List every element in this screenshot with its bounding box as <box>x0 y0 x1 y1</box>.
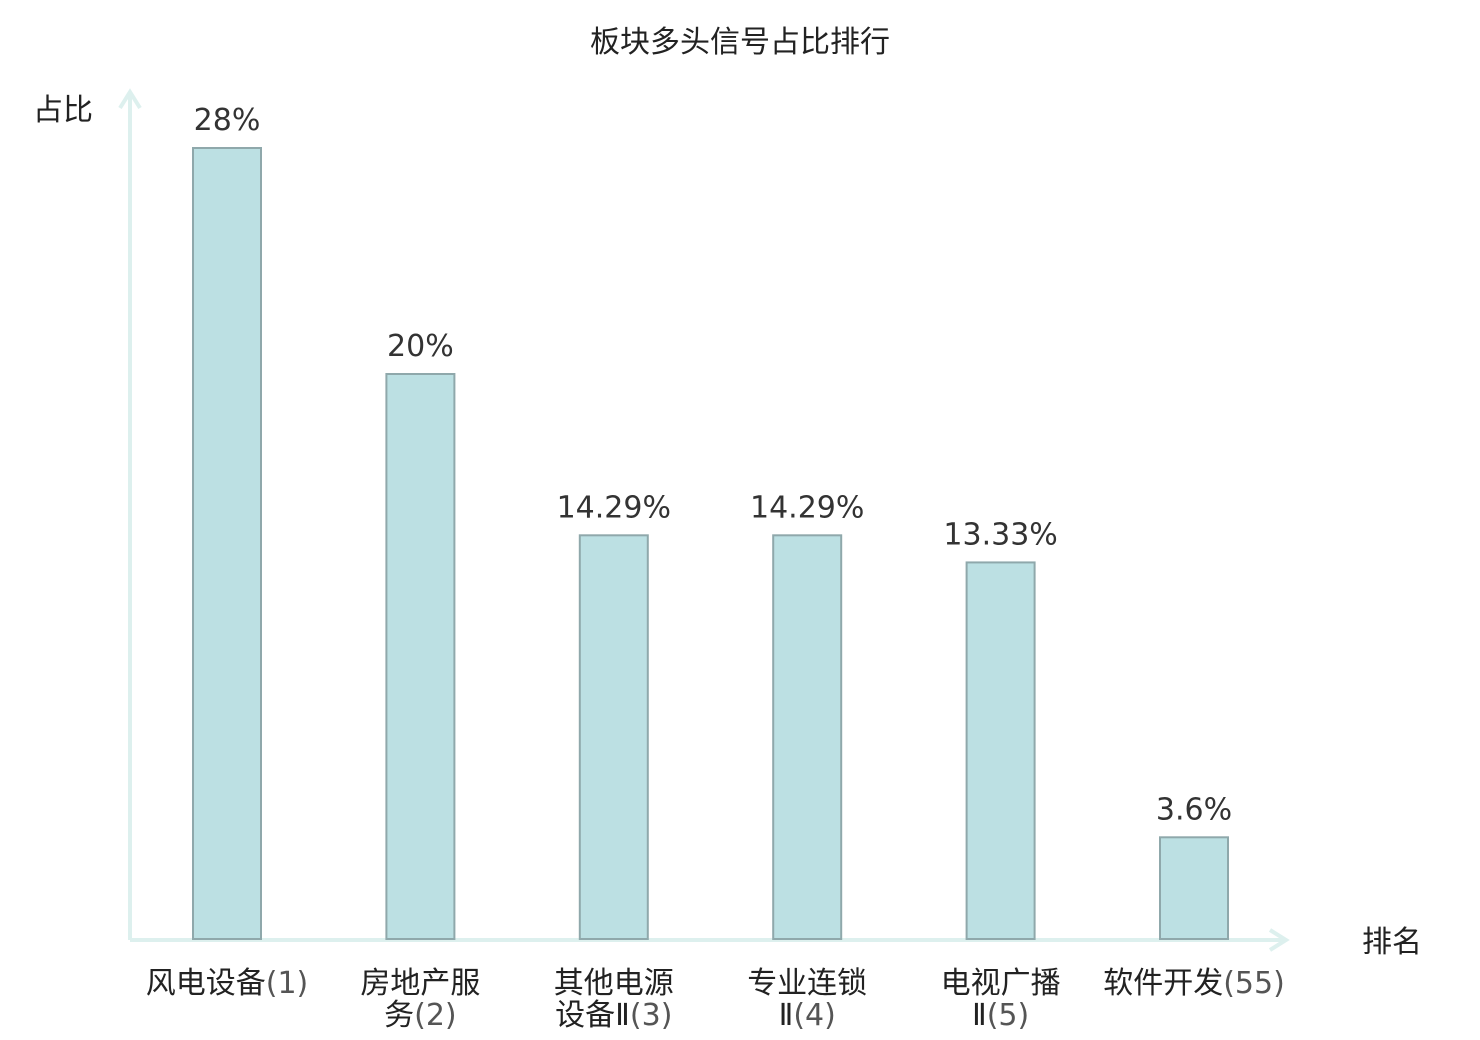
data-label-1: 28% <box>194 103 261 138</box>
category-name: 设备Ⅱ <box>555 998 630 1033</box>
y-axis-arrow-icon <box>118 88 142 110</box>
category-rank: (2) <box>414 998 457 1033</box>
category-rank: (1) <box>266 966 309 1001</box>
x-axis-arrow-icon <box>1268 928 1290 952</box>
category-label-5-line-1: 电视广播 <box>941 966 1061 1001</box>
category-rank: (55) <box>1223 966 1285 1001</box>
category-label-5-line-2: Ⅱ(5) <box>972 998 1029 1033</box>
data-label-4: 14.29% <box>750 490 864 525</box>
category-label-6-line-1: 软件开发(55) <box>1103 966 1285 1001</box>
bar-4 <box>772 534 843 940</box>
category-label-2-line-1: 房地产服 <box>360 966 480 1001</box>
category-name: 软件开发 <box>1103 966 1223 1001</box>
y-axis-label: 占比 <box>33 93 93 128</box>
category-label-2-line-2: 务(2) <box>384 998 457 1033</box>
category-rank: (4) <box>793 998 836 1033</box>
category-name: 电视广播 <box>941 966 1061 1001</box>
category-label-3-line-2: 设备Ⅱ(3) <box>555 998 672 1033</box>
category-label-3-line-1: 其他电源 <box>554 966 674 1001</box>
category-name: Ⅱ <box>779 998 794 1033</box>
bar-3 <box>578 534 649 940</box>
data-label-5: 13.33% <box>943 517 1057 552</box>
category-rank: (5) <box>987 998 1030 1033</box>
bar-group <box>192 147 1229 940</box>
category-name: 房地产服 <box>360 966 480 1001</box>
category-name: 风电设备 <box>146 966 266 1001</box>
category-label-1-line-1: 风电设备(1) <box>146 966 309 1001</box>
bar-5 <box>965 561 1036 940</box>
category-rank: (3) <box>630 998 673 1033</box>
bar-2 <box>385 373 456 940</box>
bar-1 <box>192 147 262 940</box>
x-axis-label: 排名 <box>1362 925 1422 960</box>
chart-title: 板块多头信号占比排行 <box>590 25 890 60</box>
category-label-4-line-1: 专业连锁 <box>747 966 867 1001</box>
category-name: 专业连锁 <box>747 966 867 1001</box>
category-name: 务 <box>384 998 414 1033</box>
data-label-6: 3.6% <box>1156 792 1232 827</box>
data-label-group: 28% 20% 14.29% 14.29% 13.33% 3.6% <box>194 103 1232 827</box>
bar-6 <box>1159 836 1229 940</box>
category-name: Ⅱ <box>972 998 987 1033</box>
data-label-3: 14.29% <box>557 490 671 525</box>
data-label-2: 20% <box>387 329 454 364</box>
category-name: 其他电源 <box>554 966 674 1001</box>
category-label-4-line-2: Ⅱ(4) <box>779 998 836 1033</box>
category-label-group: 风电设备(1) 房地产服务(2)其他电源设备Ⅱ(3)专业连锁Ⅱ(4)电视广播Ⅱ(5… <box>146 966 1285 1033</box>
